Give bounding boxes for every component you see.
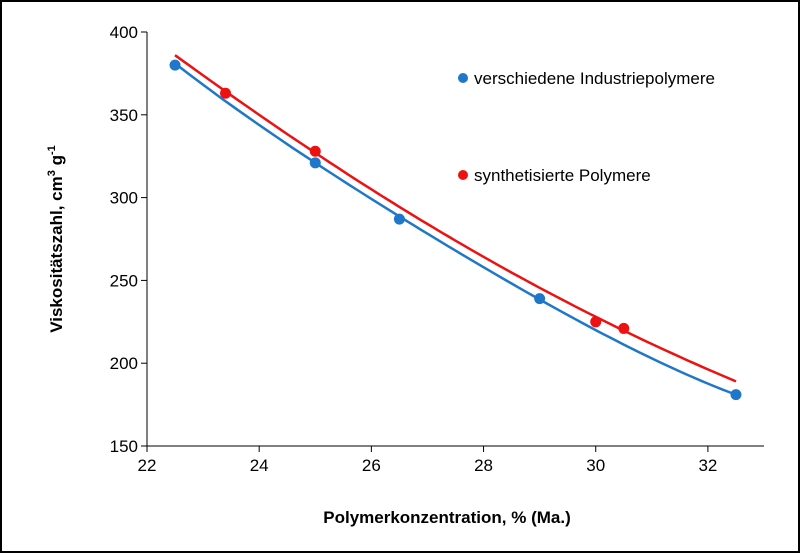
y-tick-label: 250	[110, 271, 138, 290]
legend: verschiedene Industriepolymere synthetis…	[458, 69, 715, 185]
data-point-series-0	[169, 59, 181, 71]
y-axis-title: Viskositätszahl, cm3 g-1	[46, 145, 66, 333]
y-axis-title-sup2: -1	[46, 145, 58, 155]
x-tick-label: 24	[250, 456, 269, 475]
legend-label-industrial: verschiedene Industriepolymere	[474, 69, 715, 88]
trendlines	[174, 54, 737, 396]
y-axis-title-sup1: 3	[46, 170, 58, 176]
data-point-series-1	[220, 87, 232, 99]
y-tick-label: 350	[110, 106, 138, 125]
y-tick-label: 200	[110, 354, 138, 373]
y-tick-label: 300	[110, 189, 138, 208]
x-tick-label: 30	[586, 456, 605, 475]
x-axis-title: Polymerkonzentration, % (Ma.)	[323, 508, 570, 527]
data-point-series-0	[393, 213, 405, 225]
data-point-series-0	[309, 157, 321, 169]
y-axis-title-main: Viskositätszahl, cm	[47, 176, 66, 333]
legend-label-synthesized: synthetisierte Polymere	[474, 166, 651, 185]
data-points	[169, 59, 742, 401]
legend-marker-synthesized	[458, 170, 468, 180]
data-point-series-0	[534, 293, 546, 305]
x-tick-label: 32	[698, 456, 717, 475]
legend-marker-industrial	[458, 73, 468, 83]
y-tick-label: 150	[110, 437, 138, 456]
y-tick-label: 400	[110, 23, 138, 42]
data-point-series-1	[309, 145, 321, 157]
data-point-series-0	[730, 389, 742, 401]
x-tick-label: 26	[362, 456, 381, 475]
x-tick-label: 22	[138, 456, 157, 475]
x-tick-label: 28	[474, 456, 493, 475]
axes	[146, 32, 764, 447]
data-point-series-1	[590, 316, 602, 328]
trendline-series-1	[174, 54, 737, 383]
data-point-series-1	[618, 322, 630, 334]
ticks: 150 200 250 300 350 400 22 24 26 28 30 32	[110, 23, 718, 475]
trendline-series-0	[174, 62, 737, 396]
y-axis-title-mid: g	[47, 155, 66, 170]
